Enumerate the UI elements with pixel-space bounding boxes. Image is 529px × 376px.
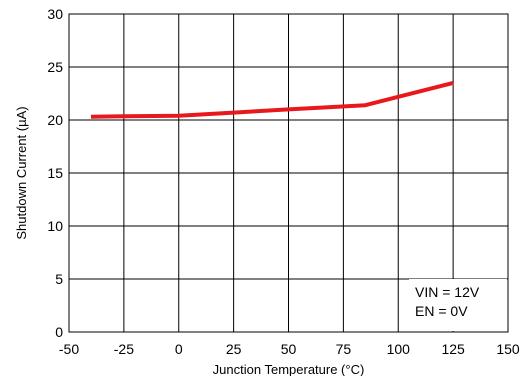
y-tick-label: 25	[47, 59, 63, 75]
x-tick-labels: -50 -25 0 25 50 75 100 125 150	[59, 341, 520, 357]
y-tick-label: 30	[47, 6, 63, 22]
x-tick-label: 0	[175, 341, 183, 357]
annotation-en: EN = 0V	[415, 303, 468, 319]
y-tick-label: 5	[55, 271, 63, 287]
series-line	[90, 80, 454, 119]
y-tick-labels: 0 5 10 15 20 25 30	[47, 6, 63, 340]
y-tick-label: 0	[55, 324, 63, 340]
x-tick-label: 150	[496, 341, 520, 357]
x-tick-label: 25	[226, 341, 242, 357]
x-axis-title: Junction Temperature (°C)	[213, 362, 365, 376]
x-tick-label: 50	[281, 341, 297, 357]
y-axis-title: Shutdown Current (µA)	[14, 106, 29, 239]
x-tick-label: 100	[387, 341, 411, 357]
annotation-vin: VIN = 12V	[415, 284, 480, 300]
series-lines	[90, 80, 454, 119]
y-tick-label: 10	[47, 218, 63, 234]
annotation-box	[409, 279, 507, 331]
plot-frame	[68, 13, 509, 333]
y-tick-label: 15	[47, 165, 63, 181]
x-tick-label: 125	[441, 341, 465, 357]
y-tick-label: 20	[47, 112, 63, 128]
x-tick-label: -25	[114, 341, 134, 357]
x-tick-label: -50	[59, 341, 79, 357]
x-tick-label: 75	[336, 341, 352, 357]
